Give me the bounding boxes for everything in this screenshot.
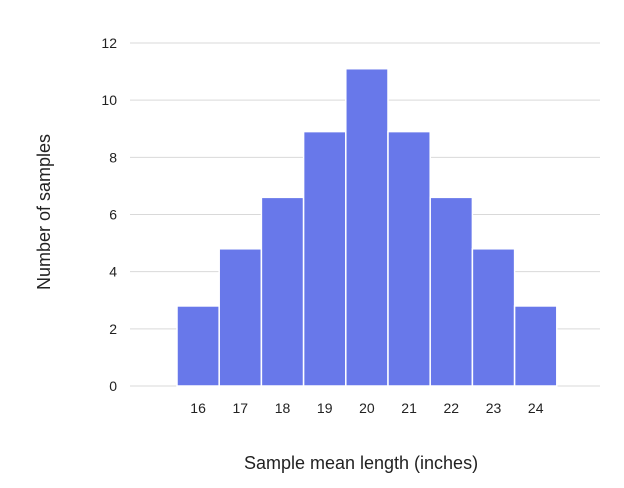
x-tick-label: 21 <box>401 400 417 416</box>
y-tick-labels: 0 2 4 6 8 10 12 <box>101 35 117 394</box>
y-axis-label: Number of samples <box>34 134 54 290</box>
y-tick-label: 10 <box>101 92 117 108</box>
y-tick-label: 8 <box>109 149 117 165</box>
y-tick-label: 2 <box>109 321 117 337</box>
bar <box>260 196 305 387</box>
x-tick-labels: 16 17 18 19 20 21 22 23 24 <box>190 400 543 416</box>
bars <box>176 67 558 387</box>
bar <box>345 67 389 387</box>
x-tick-label: 19 <box>317 400 333 416</box>
bar <box>218 248 263 387</box>
bar <box>387 130 431 387</box>
x-tick-label: 18 <box>275 400 291 416</box>
x-tick-label: 17 <box>233 400 249 416</box>
bar <box>302 130 347 387</box>
x-tick-label: 23 <box>486 400 502 416</box>
bar <box>176 305 220 387</box>
bar <box>513 305 558 387</box>
x-tick-label: 16 <box>190 400 206 416</box>
x-tick-label: 22 <box>444 400 460 416</box>
y-tick-label: 0 <box>109 378 117 394</box>
bar <box>429 196 474 387</box>
y-tick-label: 12 <box>101 35 117 51</box>
y-tick-label: 6 <box>109 207 117 223</box>
y-tick-label: 4 <box>109 264 117 280</box>
x-tick-label: 24 <box>528 400 544 416</box>
bar <box>471 248 516 387</box>
x-tick-label: 20 <box>359 400 375 416</box>
x-axis-label: Sample mean length (inches) <box>244 453 478 473</box>
